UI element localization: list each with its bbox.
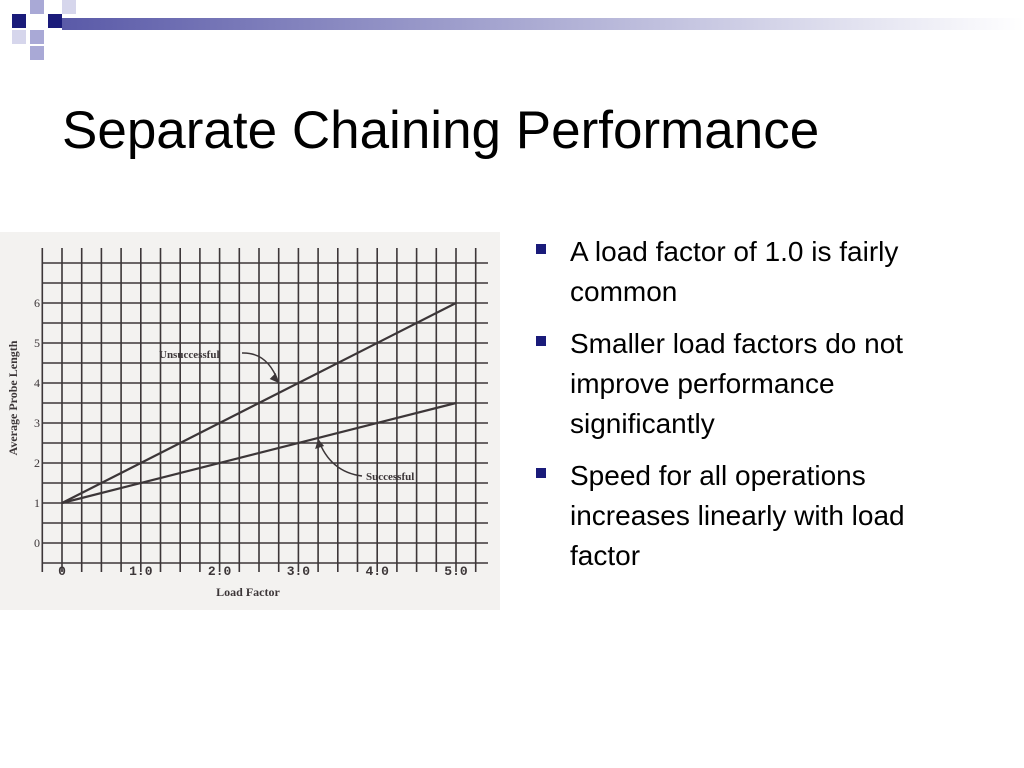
bullet-list: A load factor of 1.0 is fairly common Sm…	[536, 232, 976, 588]
bullet-text: Speed for all operations increases linea…	[570, 460, 905, 571]
square-bullet-icon	[536, 468, 546, 478]
annotation-label: Successful	[366, 471, 414, 483]
x-tick-label: 0	[58, 564, 66, 579]
y-tick-label: 1	[34, 496, 40, 510]
bullet-text: Smaller load factors do not improve perf…	[570, 328, 904, 439]
y-tick-label: 0	[34, 536, 40, 550]
decoration-square	[12, 30, 26, 44]
x-tick-label: 4.0	[365, 564, 389, 579]
y-tick-label: 4	[34, 376, 40, 390]
bullet-item: Speed for all operations increases linea…	[536, 456, 976, 576]
square-bullet-icon	[536, 244, 546, 254]
decoration-square	[30, 0, 44, 14]
y-axis-label: Average Probe Length	[6, 340, 20, 455]
y-tick-label: 6	[34, 296, 40, 310]
decoration-square	[62, 0, 76, 14]
x-tick-label: 2.0	[208, 564, 232, 579]
y-tick-label: 3	[34, 416, 40, 430]
annotation-arrow	[317, 438, 363, 477]
decoration-band	[62, 18, 1024, 30]
x-tick-label: 5.0	[444, 564, 468, 579]
corner-decoration	[12, 0, 1024, 60]
slide-title: Separate Chaining Performance	[62, 101, 820, 160]
x-axis-label: Load Factor	[216, 585, 280, 599]
y-tick-label: 2	[34, 456, 40, 470]
bullet-item: A load factor of 1.0 is fairly common	[536, 232, 976, 312]
x-tick-label: 1.0	[129, 564, 153, 579]
arrowhead-icon	[269, 373, 279, 383]
probe-length-chart: 0 1 2 3 4 5 6 0 1.0 2.0 3.0 4.0 5.0 Load Factor Averag…	[0, 232, 500, 610]
arrowhead-icon	[315, 439, 325, 449]
annotation-label: Unsuccessful	[159, 349, 220, 361]
decoration-square	[30, 30, 44, 44]
y-tick-label: 5	[34, 336, 40, 350]
decoration-square	[48, 14, 62, 28]
decoration-square	[30, 46, 44, 60]
bullet-text: A load factor of 1.0 is fairly common	[570, 236, 899, 307]
chart-svg: 0 1 2 3 4 5 6 0 1.0 2.0 3.0 4.0 5.0 Load Factor Averag…	[6, 248, 488, 599]
x-tick-label: 3.0	[287, 564, 311, 579]
square-bullet-icon	[536, 336, 546, 346]
decoration-square	[12, 14, 26, 28]
series-line-unsuccessful	[61, 302, 457, 504]
series-line-successful	[61, 401, 457, 505]
bullet-item: Smaller load factors do not improve perf…	[536, 324, 976, 444]
